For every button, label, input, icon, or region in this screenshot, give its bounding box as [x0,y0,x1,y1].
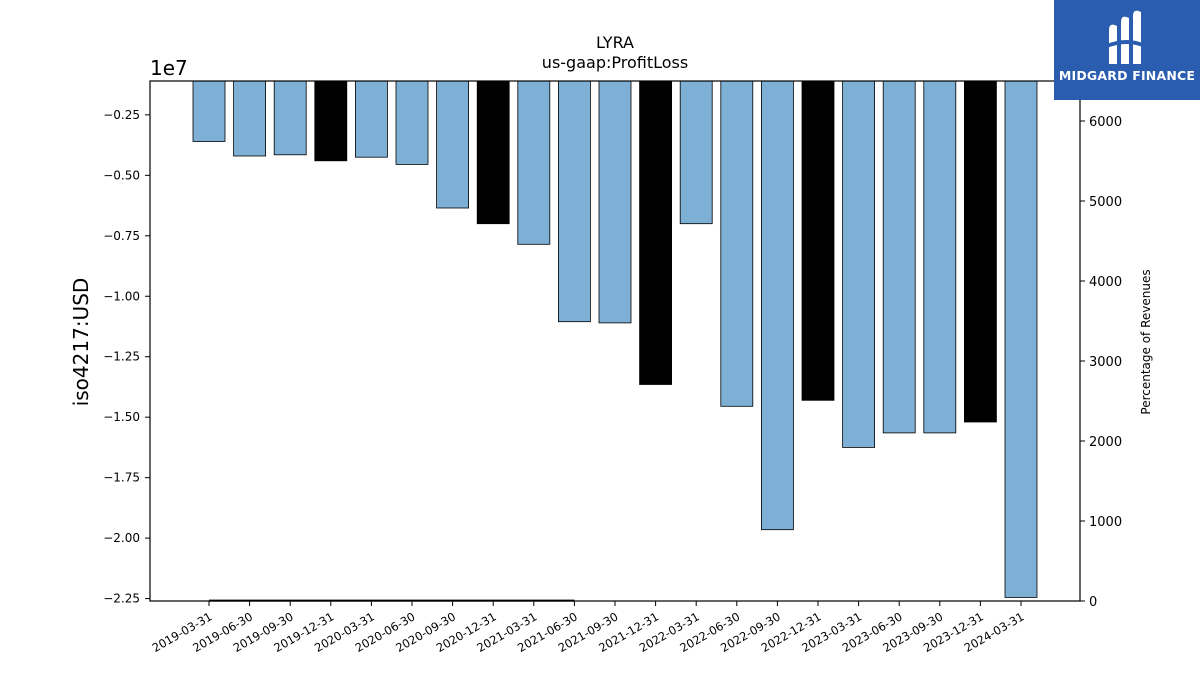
y-tick-label: −1.00 [103,289,140,303]
midgard-finance-logo: MIDGARD FINANCE [1054,0,1200,100]
y-tick-label: −2.00 [103,531,140,545]
y-tick-label: −2.25 [103,592,140,606]
x-axis-ticks: 2019-03-312019-06-302019-09-302019-12-31… [150,601,1027,655]
logo-text: MIDGARD FINANCE [1058,68,1196,83]
y-tick-label: −1.75 [103,471,140,485]
y-axis-label: iso4217:USD [69,278,93,407]
bar-2020-12-31 [476,80,510,225]
bar-2022-12-31 [801,80,835,401]
bar-2019-09-30 [273,80,307,156]
bar-2019-03-31 [192,80,226,142]
bar-2022-03-31 [679,80,713,225]
bar-2023-06-30 [882,80,916,434]
y2-axis-label: Percentage of Revenues [1139,269,1153,414]
bar-2023-09-30 [923,80,957,434]
bar-2020-06-30 [395,80,429,165]
y2-tick-label: 2000 [1089,435,1122,450]
bar-2020-03-31 [354,80,388,158]
y2-tick-label: 6000 [1089,115,1122,130]
bar-2023-12-31 [964,80,997,423]
y2-tick-label: 0 [1089,595,1097,610]
bar-2022-06-30 [720,80,754,407]
y-axis-ticks: −0.25 −0.50 −0.75 −1.00 −1.25 −1.50 −1.75 −2.00… [103,108,150,606]
chart-subtitle: us-gaap:ProfitLoss [542,53,688,72]
y-tick-label: −1.25 [103,350,140,364]
logo-emblem-icon [1107,10,1145,65]
y2-tick-label: 5000 [1089,195,1122,210]
bar-2021-03-31 [517,80,551,245]
bar-2021-12-31 [639,80,672,385]
bar-2021-09-30 [598,80,632,324]
plot-frame [149,80,1081,602]
y-tick-label: −0.50 [103,168,140,182]
y2-tick-label: 1000 [1089,515,1122,530]
y-offset-label: 1e7 [150,56,188,80]
bar-2020-09-30 [436,80,470,209]
bars-group [192,80,1038,598]
y2-tick-label: 4000 [1089,275,1122,290]
bar-2021-06-30 [558,80,591,323]
bar-2023-03-31 [842,80,875,448]
bar-2024-03-31 [1004,80,1038,598]
y-tick-label: −0.25 [103,108,140,122]
y-tick-label: −1.50 [103,410,140,424]
bar-2022-09-30 [761,80,794,531]
chart-title: LYRA [596,33,634,52]
y2-axis-ticks: 0 1000 2000 3000 4000 5000 6000 [1080,115,1122,610]
bar-2019-12-31 [314,80,348,162]
bar-2019-06-30 [233,80,267,157]
y-tick-label: −0.75 [103,229,140,243]
y2-tick-label: 3000 [1089,355,1122,370]
